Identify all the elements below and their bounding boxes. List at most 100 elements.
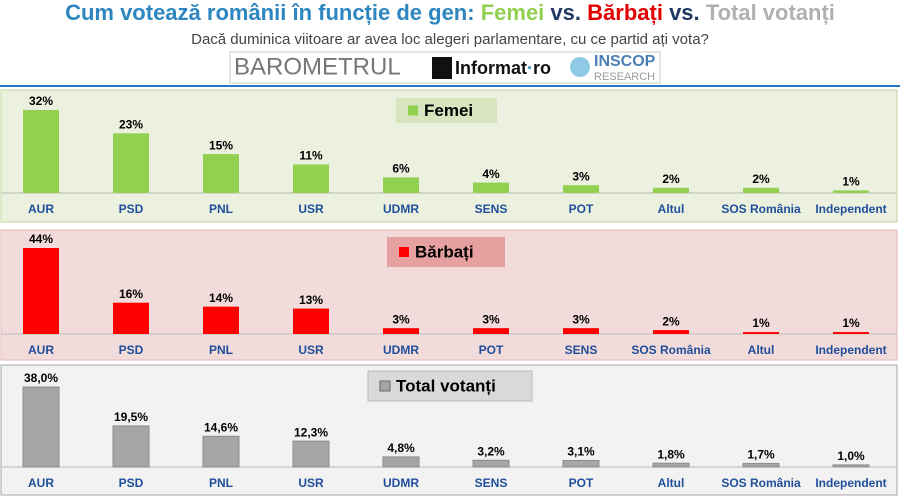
value-label: 23% (119, 118, 143, 132)
logo-research: RESEARCH (594, 71, 655, 83)
bar (293, 308, 329, 334)
bar (473, 182, 509, 193)
x-tick-label: AUR (28, 202, 54, 216)
x-tick-label: POT (479, 343, 504, 357)
value-label: 2% (662, 172, 680, 186)
bar (832, 464, 870, 468)
x-tick-label: Independent (815, 343, 886, 357)
legend-swatch (408, 105, 418, 116)
value-label: 14% (209, 291, 233, 305)
x-tick-label: SOS România (721, 476, 801, 490)
bar (833, 332, 869, 334)
bar (23, 110, 59, 193)
logo-text: Informat (455, 58, 527, 78)
legend-box (367, 370, 533, 402)
title-part: vs. (669, 0, 700, 25)
value-label: 1% (752, 316, 770, 330)
value-label: 4% (482, 167, 500, 181)
x-tick-label: SOS România (631, 343, 711, 357)
x-tick-label: PSD (119, 476, 144, 490)
x-tick-label: SENS (475, 202, 508, 216)
logo-barometrul: BAROMETRUL (234, 53, 401, 80)
value-label: 2% (662, 314, 680, 328)
x-tick-label: SENS (475, 476, 508, 490)
bar (23, 248, 59, 334)
bar (112, 425, 150, 468)
value-label: 19,5% (114, 410, 148, 424)
logo-text: ro (533, 58, 551, 78)
value-label: 3% (572, 169, 590, 183)
x-tick-label: PSD (119, 343, 144, 357)
value-label: 44% (29, 232, 53, 246)
bar (472, 459, 510, 468)
value-label: 3,1% (567, 445, 595, 459)
bar (203, 154, 239, 193)
logo-inscop: INSCOP (594, 53, 656, 70)
x-tick-label: Altul (658, 202, 685, 216)
subtitle: Dacă duminica viitoare ar avea loc alege… (191, 31, 709, 48)
bar (563, 328, 599, 334)
title-part: vs. (550, 0, 581, 25)
x-tick-label: Independent (815, 202, 886, 216)
bar (293, 164, 329, 193)
value-label: 1% (842, 175, 860, 189)
value-label: 3% (482, 312, 500, 326)
value-label: 4,8% (387, 441, 415, 455)
x-tick-label: UDMR (383, 476, 419, 490)
value-label: 14,6% (204, 420, 238, 434)
value-label: 32% (29, 94, 53, 108)
x-tick-label: POT (569, 476, 594, 490)
bar (22, 386, 60, 468)
value-label: 3,2% (477, 444, 505, 458)
bar (382, 456, 420, 468)
bar (653, 330, 689, 334)
bar (743, 187, 779, 193)
bar (383, 177, 419, 193)
value-label: 3% (572, 312, 590, 326)
x-tick-label: AUR (28, 343, 54, 357)
x-tick-label: POT (569, 202, 594, 216)
x-tick-label: Independent (815, 476, 886, 490)
logo-icon (570, 57, 590, 77)
bar (833, 190, 869, 193)
chart-title: Cum votează românii în funcție de gen: F… (65, 0, 835, 25)
x-tick-label: AUR (28, 476, 54, 490)
x-tick-label: Altul (748, 343, 775, 357)
title-part: Bărbați (587, 0, 663, 25)
x-tick-label: PNL (209, 343, 233, 357)
value-label: 13% (299, 293, 323, 307)
value-label: 3% (392, 312, 410, 326)
legend-swatch (399, 247, 409, 257)
bar (653, 187, 689, 193)
x-tick-label: USR (298, 476, 324, 490)
x-tick-label: USR (298, 343, 324, 357)
title-part: Cum votează românii în funcție de gen: (65, 0, 475, 25)
bar (742, 462, 780, 468)
x-tick-label: PNL (209, 476, 233, 490)
x-tick-label: UDMR (383, 202, 419, 216)
logo-icon (432, 57, 452, 79)
title-part: Total votanți (706, 0, 835, 25)
value-label: 2% (752, 172, 770, 186)
bar (563, 185, 599, 193)
legend-label: Bărbați (415, 242, 474, 261)
x-tick-label: USR (298, 202, 324, 216)
bar (383, 328, 419, 334)
x-tick-label: Altul (658, 476, 685, 490)
x-tick-label: UDMR (383, 343, 419, 357)
x-tick-label: PSD (119, 202, 144, 216)
value-label: 38,0% (24, 371, 58, 385)
legend-label: Total votanți (396, 376, 496, 395)
x-tick-label: SOS România (721, 202, 801, 216)
legend-label: Femei (424, 101, 473, 120)
value-label: 1% (842, 316, 860, 330)
value-label: 1,8% (657, 447, 685, 461)
value-label: 15% (209, 138, 233, 152)
x-tick-label: SENS (565, 343, 598, 357)
value-label: 1,0% (837, 449, 865, 463)
value-label: 12,3% (294, 425, 328, 439)
bar (473, 328, 509, 334)
title-part: Femei (481, 0, 545, 25)
legend-swatch (379, 380, 391, 392)
